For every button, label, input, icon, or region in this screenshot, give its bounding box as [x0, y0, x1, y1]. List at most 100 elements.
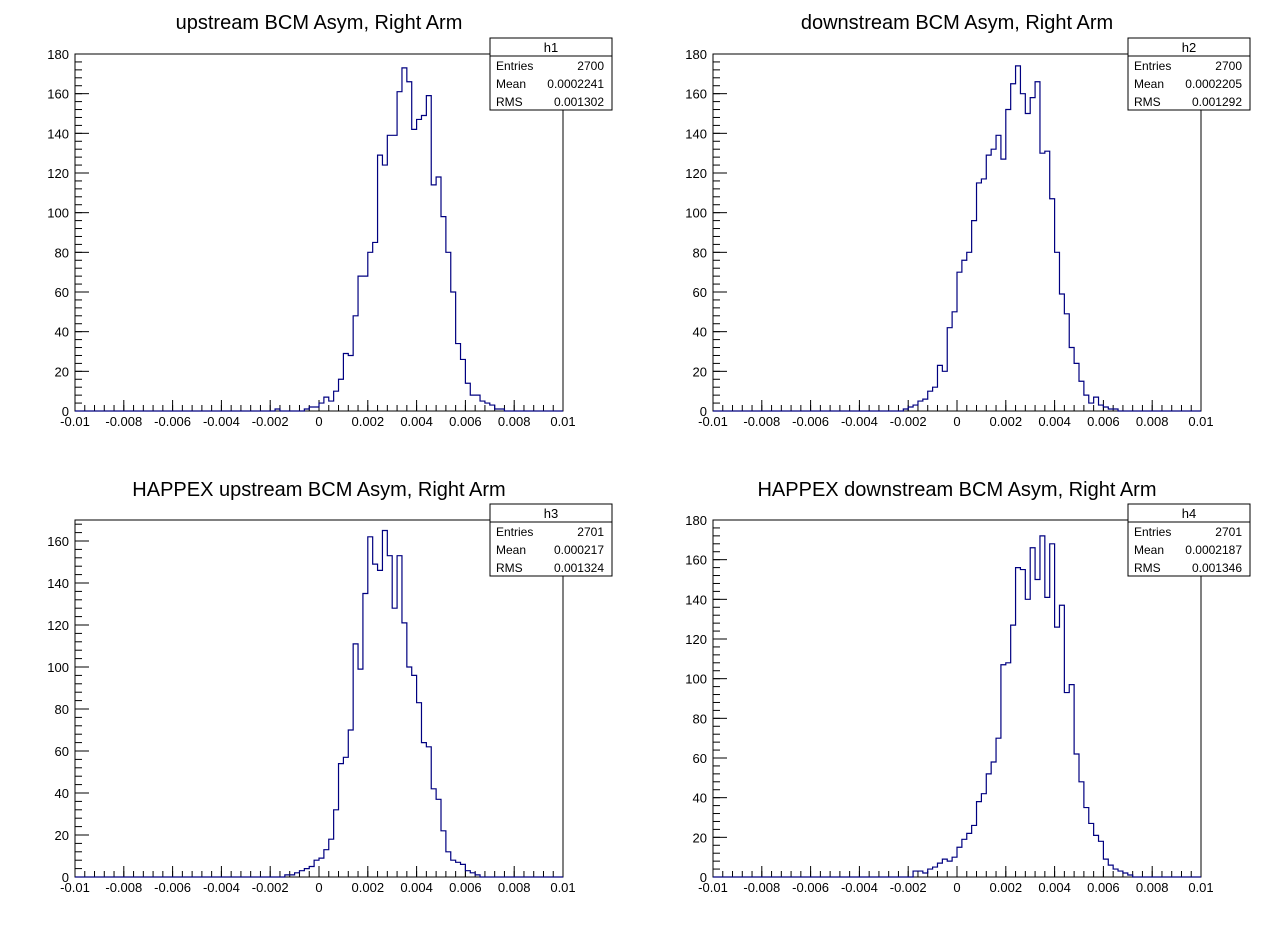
y-tick-label: 80 — [55, 702, 69, 717]
chart-title: downstream BCM Asym, Right Arm — [801, 12, 1113, 34]
stats-box-name: h4 — [1182, 506, 1196, 521]
histogram-panel-h1: upstream BCM Asym, Right Arm-0.01 -0.008-… — [47, 12, 613, 429]
stats-label: Entries — [496, 525, 533, 539]
x-tick-label: 0.004 — [400, 880, 433, 895]
x-tick-label: 0 — [953, 414, 960, 429]
stats-box: h3 Entries 2701 Mean 0.000217 RMS 0.001324 — [489, 503, 613, 577]
x-tick-label: 0 — [953, 880, 960, 895]
x-tick-label: -0.01 — [698, 414, 728, 429]
x-tick-label: 0.008 — [498, 414, 531, 429]
y-tick-label: 80 — [693, 245, 707, 260]
stats-label: RMS — [496, 561, 523, 575]
stats-label: RMS — [1134, 561, 1161, 575]
stats-label: RMS — [1134, 95, 1161, 109]
stats-box-name: h3 — [544, 506, 558, 521]
y-tick-label: 120 — [47, 166, 69, 181]
x-tick-label: 0.002 — [990, 880, 1023, 895]
x-tick-label: -0.006 — [792, 880, 829, 895]
stats-value: 0.0002187 — [1185, 543, 1242, 557]
y-tick-label: 60 — [693, 285, 707, 300]
stats-label: Entries — [1134, 525, 1171, 539]
stats-label: Entries — [496, 59, 533, 73]
y-tick-label: 120 — [685, 632, 707, 647]
stats-value: 0.001346 — [1192, 561, 1242, 575]
y-tick-label: 120 — [685, 166, 707, 181]
x-tick-label: 0.004 — [1038, 880, 1071, 895]
chart-title: upstream BCM Asym, Right Arm — [176, 12, 463, 34]
stats-box-name: h1 — [544, 40, 558, 55]
x-tick-label: 0.006 — [1087, 880, 1120, 895]
y-tick-label: 60 — [55, 285, 69, 300]
stats-label: Mean — [1134, 543, 1164, 557]
x-tick-label: 0.008 — [1136, 880, 1169, 895]
x-tick-label: 0.01 — [1188, 880, 1213, 895]
stats-value: 0.001292 — [1192, 95, 1242, 109]
x-tick-label: -0.002 — [252, 414, 289, 429]
x-tick-label: -0.004 — [203, 414, 240, 429]
x-tick-label: 0.006 — [449, 880, 482, 895]
y-tick-label: 180 — [685, 47, 707, 62]
histogram-line-h3 — [75, 529, 563, 878]
stats-box: h1 Entries 2700 Mean 0.0002241 RMS 0.001302 — [489, 37, 613, 111]
y-tick-label: 160 — [47, 534, 69, 549]
x-tick-label: -0.004 — [841, 414, 878, 429]
x-tick-label: -0.008 — [105, 880, 142, 895]
x-tick-label: -0.004 — [841, 880, 878, 895]
y-tick-label: 100 — [685, 206, 707, 221]
x-tick-label: 0.008 — [1136, 414, 1169, 429]
chart-title: HAPPEX downstream BCM Asym, Right Arm — [757, 479, 1156, 501]
stats-value: 0.0002205 — [1185, 77, 1242, 91]
histogram-line-h2 — [713, 65, 1201, 412]
y-tick-label: 140 — [685, 126, 707, 141]
y-tick-label: 40 — [55, 786, 69, 801]
y-tick-label: 100 — [685, 672, 707, 687]
stats-value: 2701 — [577, 525, 604, 539]
x-tick-label: -0.002 — [890, 880, 927, 895]
histogram-line-h4 — [713, 535, 1201, 878]
stats-value: 2700 — [1215, 59, 1242, 73]
y-tick-label: 20 — [55, 364, 69, 379]
x-tick-label: 0.006 — [1087, 414, 1120, 429]
x-tick-label: -0.01 — [698, 880, 728, 895]
y-tick-label: 140 — [47, 576, 69, 591]
stats-box-frame — [1127, 503, 1251, 577]
y-tick-label: 40 — [693, 791, 707, 806]
x-tick-label: -0.006 — [154, 414, 191, 429]
y-tick-label: 120 — [47, 618, 69, 633]
x-tick-label: 0 — [315, 414, 322, 429]
y-tick-label: 0 — [62, 870, 69, 885]
stats-value: 0.000217 — [554, 543, 604, 557]
stats-value: 0.0002241 — [547, 77, 604, 91]
y-tick-label: 20 — [693, 364, 707, 379]
x-tick-label: -0.008 — [743, 880, 780, 895]
stats-box-frame — [1127, 37, 1251, 111]
stats-value: 2700 — [577, 59, 604, 73]
y-tick-label: 160 — [47, 87, 69, 102]
x-tick-label: 0.004 — [400, 414, 433, 429]
y-tick-label: 20 — [55, 828, 69, 843]
histogram-panel-h3: HAPPEX upstream BCM Asym, Right Arm -0.01… — [47, 479, 613, 895]
stats-box-frame — [489, 37, 613, 111]
stats-label: Mean — [496, 77, 526, 91]
histogram-line-h1 — [75, 67, 563, 412]
x-tick-label: 0.008 — [498, 880, 531, 895]
x-tick-label: -0.01 — [60, 880, 90, 895]
stats-box: h2 Entries 2700 Mean 0.0002205 RMS 0.001292 — [1127, 37, 1251, 111]
x-tick-label: -0.01 — [60, 414, 90, 429]
y-tick-label: 80 — [693, 711, 707, 726]
stats-box: h4 Entries 2701 Mean 0.0002187 RMS 0.001346 — [1127, 503, 1251, 577]
x-tick-label: 0.01 — [550, 880, 575, 895]
y-tick-label: 180 — [47, 47, 69, 62]
stats-value: 0.001324 — [554, 561, 604, 575]
x-tick-label: -0.004 — [203, 880, 240, 895]
y-tick-label: 80 — [55, 245, 69, 260]
stats-label: Entries — [1134, 59, 1171, 73]
x-tick-label: 0 — [315, 880, 322, 895]
y-tick-label: 140 — [685, 592, 707, 607]
x-tick-label: 0.01 — [1188, 414, 1213, 429]
stats-value: 0.001302 — [554, 95, 604, 109]
stats-label: RMS — [496, 95, 523, 109]
y-tick-label: 160 — [685, 87, 707, 102]
x-tick-label: -0.008 — [105, 414, 142, 429]
